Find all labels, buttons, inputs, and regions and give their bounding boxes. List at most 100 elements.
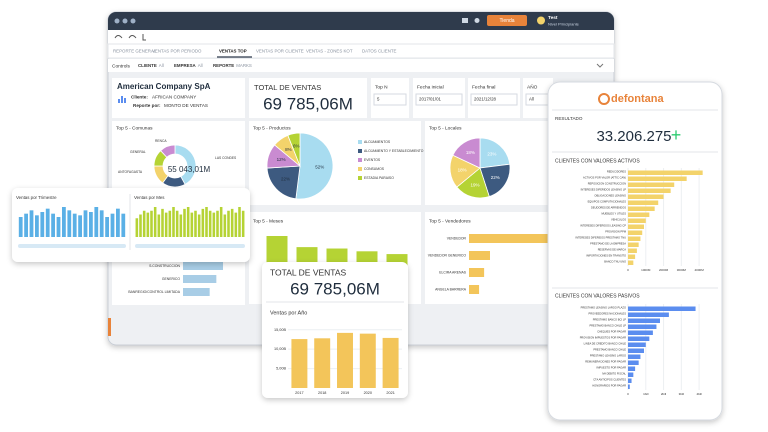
bar-label: PRESTAMO BANCO BCI LP (593, 318, 627, 322)
kpi-value: 33.206.275 (596, 128, 671, 145)
chart-title: Ventas por Año (270, 310, 307, 316)
x-tick-label: 4bill (696, 392, 702, 396)
bar-label: INTERESES DIFERIDOS LEASING CP (580, 224, 626, 228)
collapse-icon[interactable] (596, 63, 604, 68)
bar-label: VENDEDOR (447, 236, 467, 240)
field-label: Cliente: (131, 95, 148, 100)
bar-label: DEUDORES DE ARRIENDOS (591, 206, 626, 210)
selector-label: Top N (375, 84, 388, 90)
bar-label: RESERVAS DE MARCA (598, 248, 627, 252)
selector-value[interactable]: 2021/12/28 (474, 97, 497, 102)
bar (51, 213, 55, 237)
card (12, 188, 250, 262)
y-tick-label: 15,00B (274, 328, 287, 332)
legend-swatch (358, 140, 362, 144)
tab[interactable]: VENTAS - ZONES KOT (306, 49, 353, 54)
bar (45, 208, 50, 237)
chart-title: Ventas por Mes (134, 195, 165, 200)
undo-icon[interactable] (114, 35, 123, 39)
bar-label: PRESTAMO LEASING LARGO (590, 354, 626, 358)
bar (314, 338, 331, 388)
bar (142, 210, 146, 237)
settings-icon[interactable] (122, 18, 128, 24)
kpi-sign: + (671, 125, 682, 145)
filter-name[interactable]: CLIENTE (138, 63, 157, 68)
bar (67, 210, 72, 237)
tab[interactable]: VENTAS POR CLIENTE (256, 49, 304, 54)
tab[interactable]: VENTAS POR PERIODO (152, 49, 202, 54)
bar (157, 214, 161, 237)
bar (62, 207, 66, 237)
bar (208, 210, 212, 237)
redo-icon[interactable] (128, 35, 137, 39)
bar (194, 210, 197, 237)
legend-label: ALOJAMIENTO Y ESTABLECIMIENTO (364, 149, 424, 153)
kpi-value: 69 785,06M (290, 279, 380, 298)
bar (212, 212, 216, 237)
bar (105, 217, 109, 237)
selector-value[interactable]: All (529, 97, 534, 102)
bar (469, 285, 480, 294)
kpi-title: RESULTADO (555, 116, 583, 121)
filter-value[interactable]: All (159, 63, 164, 68)
tab[interactable]: REPORTE GENERAL (113, 49, 157, 54)
selector-box[interactable] (373, 93, 407, 106)
avatar (537, 16, 545, 25)
selector-box[interactable] (415, 93, 463, 106)
bar (628, 188, 671, 193)
slice-label: 18% (466, 150, 475, 155)
bar (382, 337, 399, 388)
bar (190, 212, 194, 237)
selector-box[interactable] (470, 93, 518, 106)
bar-label: MUEBLES Y UTILES (601, 212, 626, 216)
slice-category: RENCA (155, 139, 167, 143)
slice-label: 12% (277, 157, 286, 162)
kpi-title: TOTAL DE VENTAS (254, 83, 321, 92)
filter-value[interactable]: All (198, 63, 203, 68)
slice-label: 22% (281, 177, 290, 182)
store-button-label[interactable]: Tienda (499, 18, 514, 24)
bar (628, 348, 644, 353)
x-tick-label: 2000M (659, 268, 669, 272)
filter-value[interactable]: MARKS (236, 63, 252, 68)
bar-label: LINEA DE CREDITO BANCO CHILE (584, 342, 627, 346)
bar (241, 210, 245, 237)
bar-label: GENERICO (162, 277, 180, 281)
bar (99, 210, 104, 237)
card-title: Top 5 - Comunas (116, 125, 153, 131)
bell-icon[interactable] (474, 18, 480, 23)
bar (219, 207, 223, 237)
bar (223, 214, 227, 237)
bar (172, 207, 175, 237)
store-button[interactable] (487, 15, 527, 26)
bar (628, 366, 636, 371)
x-tick-label: 2bill (661, 392, 667, 396)
selector-label: Fecha inicial (417, 84, 444, 90)
bar (18, 217, 23, 237)
reset-icon[interactable] (142, 34, 146, 41)
bar (216, 210, 219, 237)
bar (628, 330, 653, 335)
tab[interactable]: DATOS CLIENTE (362, 49, 397, 54)
x-tick-label: 3bill (679, 392, 685, 396)
bar (628, 324, 657, 329)
tab[interactable]: VENTAS TOP (219, 49, 247, 54)
bar (230, 208, 234, 237)
x-tick-label: 0 (627, 392, 629, 396)
bar (179, 214, 183, 237)
bar-label: CHEQUES POR PAGAR (597, 330, 626, 334)
help-icon[interactable] (130, 18, 136, 24)
selector-value[interactable]: 5 (377, 97, 380, 102)
bar (628, 372, 634, 377)
bar (628, 182, 675, 187)
slice-label: 8% (285, 147, 292, 152)
bar (205, 207, 208, 237)
filter-name[interactable]: REPORTE (213, 63, 234, 68)
exit-icon[interactable] (462, 18, 468, 23)
filter-name[interactable]: EMPRESA (174, 63, 197, 68)
y-tick-label: 10,00B (274, 347, 287, 351)
selector-value[interactable]: 2017/01/01 (419, 97, 442, 102)
bar-label: VEHICULOS (611, 218, 626, 222)
bar-label: CTA ANTICIPOS CLIENTES (593, 378, 626, 382)
